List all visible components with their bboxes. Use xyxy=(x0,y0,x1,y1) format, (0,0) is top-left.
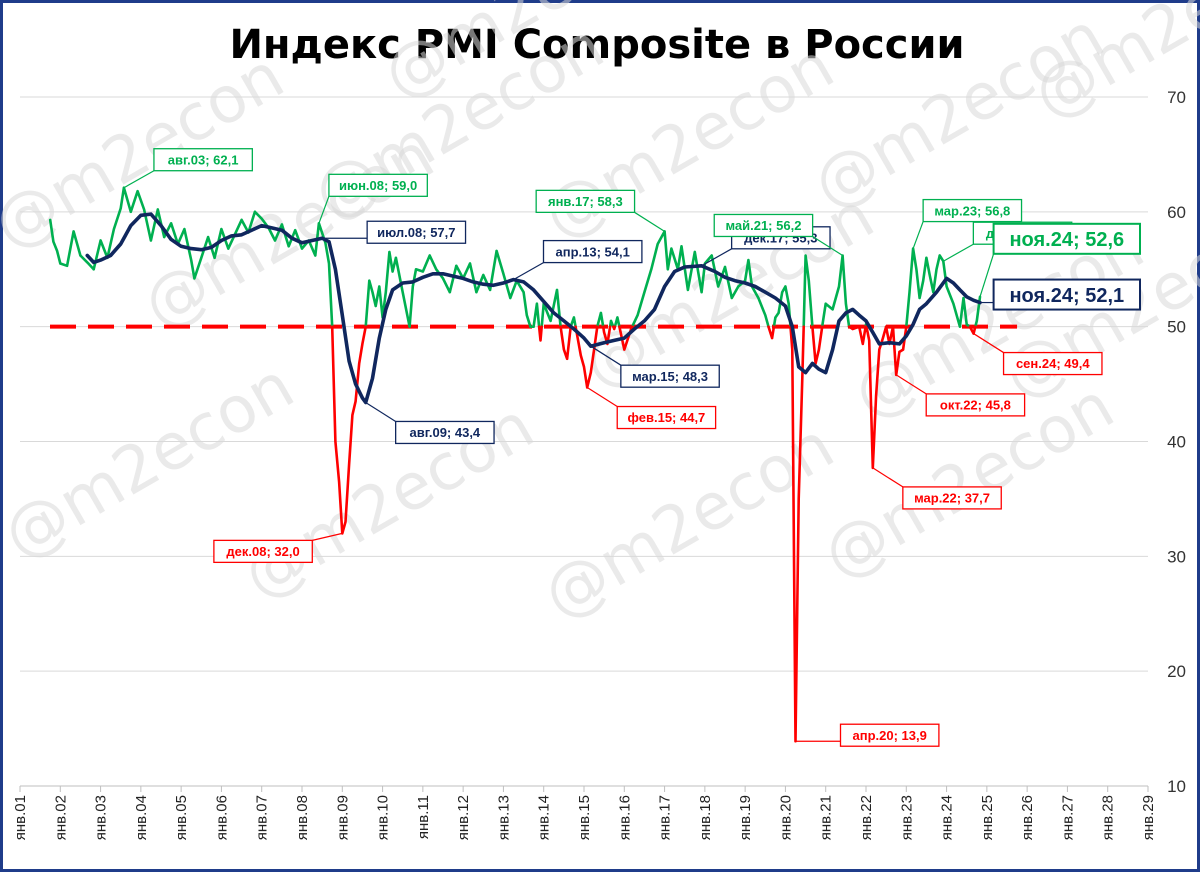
annotation-box xyxy=(542,239,643,264)
annotation-label: июл.08; 57,7 xyxy=(377,225,455,240)
annotation-label: май.21; 56,2 xyxy=(725,218,801,233)
x-tick-label: янв.23 xyxy=(898,795,915,840)
x-tick-label: янв.20 xyxy=(777,795,794,840)
x-tick-label: янв.11 xyxy=(415,795,432,839)
moving-average-line xyxy=(85,212,982,405)
annotation-box xyxy=(713,213,814,238)
y-tick-label: 20 xyxy=(1167,662,1186,681)
x-tick-label: янв.18 xyxy=(697,795,714,840)
x-tick-label: янв.08 xyxy=(294,795,311,840)
y-tick-label: 60 xyxy=(1167,203,1186,222)
annotation-leader xyxy=(973,333,1004,354)
annotation-box xyxy=(213,539,313,564)
x-tick-label: янв.15 xyxy=(576,795,593,840)
annotation-box xyxy=(992,278,1141,311)
annotation-leader xyxy=(872,467,904,488)
annotation-leader xyxy=(312,532,343,541)
annotation-box xyxy=(925,393,1026,417)
chart-title: Индекс PMI Composite в России xyxy=(229,22,965,68)
annotation-box xyxy=(922,198,1023,223)
annotation-leader xyxy=(634,211,665,232)
x-tick-label: янв.27 xyxy=(1059,795,1076,840)
x-tick-label: янв.16 xyxy=(616,795,633,840)
x-tick-label: янв.10 xyxy=(375,795,392,840)
annotation-label: фев.15; 44,7 xyxy=(628,410,706,425)
annotation-label: окт.22; 45,8 xyxy=(940,398,1011,413)
x-axis: янв.01 янв.02 янв.03 янв.04 янв.05 янв.06 янв.… xyxy=(12,786,1157,840)
annotation-leader xyxy=(979,253,995,297)
annotation-box xyxy=(620,364,720,388)
annotation-label: сен.24; 49,4 xyxy=(1016,356,1090,371)
x-tick-label: янв.22 xyxy=(858,795,875,840)
annotation-box xyxy=(1002,351,1103,376)
annotation-leader xyxy=(513,262,544,281)
x-tick-label: янв.04 xyxy=(133,795,150,840)
annotation-box xyxy=(395,420,495,445)
x-tick-label: янв.12 xyxy=(455,795,472,840)
annotation-label: мар.22; 37,7 xyxy=(914,491,990,506)
annotation-label: ноя.24; 52,1 xyxy=(1009,285,1124,307)
x-tick-label: янв.21 xyxy=(818,795,835,840)
x-tick-label: янв.03 xyxy=(93,795,110,840)
y-tick-label: 10 xyxy=(1167,777,1186,796)
y-axis: 10 20 30 40 50 60 70 xyxy=(1167,88,1186,796)
annotation-label: ноя.24; 52,6 xyxy=(1009,229,1124,251)
annotations-layer: авг.03; 62,1 июн.08; 59,0 июл.08; 57,7 дек.… xyxy=(123,148,1141,747)
x-tick-label: янв.26 xyxy=(1019,795,1036,840)
annotation-leader xyxy=(123,170,155,189)
series-layer xyxy=(48,186,982,743)
annotation-box xyxy=(535,189,636,214)
annotation-label: янв.17; 58,3 xyxy=(548,194,623,209)
y-tick-label: 50 xyxy=(1167,318,1186,337)
annotation-leader xyxy=(586,387,618,408)
annotation-leader xyxy=(943,243,974,262)
annotation-label: апр.20; 13,9 xyxy=(853,728,927,743)
y-tick-label: 40 xyxy=(1167,433,1186,452)
pmi-line-below-50 xyxy=(330,325,977,743)
annotation-box xyxy=(992,222,1141,255)
annotation-label: мар.23; 56,8 xyxy=(934,203,1010,218)
y-tick-label: 70 xyxy=(1167,88,1186,107)
x-tick-label: янв.06 xyxy=(213,795,230,840)
annotation-label: апр.13; 54,1 xyxy=(556,244,630,259)
annotation-box xyxy=(328,173,428,197)
annotation-label: дек.08; 32,0 xyxy=(226,544,299,559)
x-tick-label: янв.17 xyxy=(657,795,674,840)
annotation-leader xyxy=(318,196,330,224)
x-tick-label: янв.28 xyxy=(1100,795,1117,840)
annotation-leader xyxy=(590,345,622,366)
x-tick-label: янв.24 xyxy=(939,795,956,840)
annotation-leader xyxy=(365,401,396,422)
annotation-box xyxy=(616,405,717,430)
annotation-box xyxy=(366,220,467,244)
annotation-label: авг.03; 62,1 xyxy=(168,152,239,167)
annotation-box xyxy=(153,148,253,172)
x-tick-label: янв.01 xyxy=(12,795,29,840)
x-tick-label: янв.09 xyxy=(334,795,351,840)
x-tick-label: янв.25 xyxy=(979,795,996,840)
x-tick-label: янв.07 xyxy=(254,795,271,840)
y-tick-label: 30 xyxy=(1167,547,1186,566)
annotation-label: июн.08; 59,0 xyxy=(339,178,417,193)
x-tick-label: янв.02 xyxy=(52,795,69,840)
annotation-label: мар.15; 48,3 xyxy=(632,369,708,384)
x-tick-label: янв.14 xyxy=(536,795,553,840)
annotation-leader xyxy=(912,221,924,249)
annotation-box xyxy=(839,723,940,747)
annotation-leader xyxy=(701,248,732,267)
x-tick-label: янв.19 xyxy=(737,795,754,840)
x-tick-label: янв.13 xyxy=(495,795,512,840)
annotation-leader xyxy=(895,374,927,395)
x-tick-label: янв.05 xyxy=(173,795,190,840)
annotation-box xyxy=(902,486,1002,510)
x-tick-label: янв.29 xyxy=(1140,795,1157,840)
annotation-leader xyxy=(812,235,843,256)
annotation-label: авг.09; 43,4 xyxy=(410,425,481,440)
